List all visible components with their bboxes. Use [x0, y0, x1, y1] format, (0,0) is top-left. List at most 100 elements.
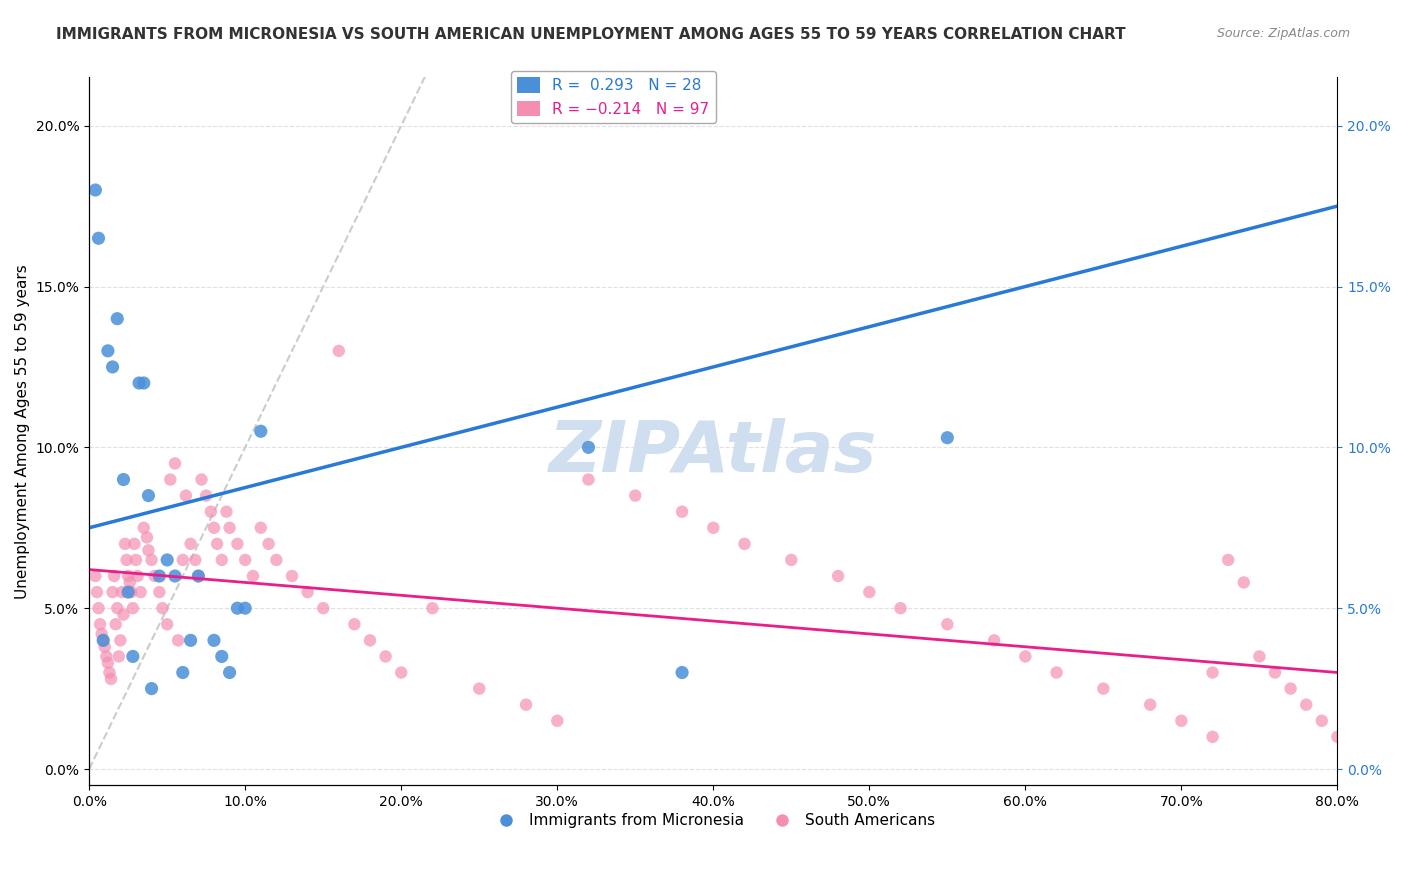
- Point: [233, 601, 256, 615]
- Point: [1045, 665, 1067, 680]
- Point: [359, 633, 381, 648]
- Point: [226, 601, 249, 615]
- Point: [202, 521, 225, 535]
- Point: [936, 431, 959, 445]
- Point: [1326, 730, 1348, 744]
- Point: [218, 665, 240, 680]
- Point: [343, 617, 366, 632]
- Point: [734, 537, 756, 551]
- Text: Source: ZipAtlas.com: Source: ZipAtlas.com: [1216, 27, 1350, 40]
- Point: [281, 569, 304, 583]
- Point: [103, 569, 125, 583]
- Point: [195, 489, 218, 503]
- Point: [1264, 665, 1286, 680]
- Point: [101, 585, 124, 599]
- Point: [578, 441, 600, 455]
- Point: [148, 569, 170, 583]
- Point: [135, 530, 157, 544]
- Point: [1201, 730, 1223, 744]
- Point: [98, 665, 121, 680]
- Point: [143, 569, 166, 583]
- Point: [117, 585, 139, 599]
- Point: [118, 575, 141, 590]
- Point: [184, 553, 207, 567]
- Point: [111, 585, 134, 599]
- Point: [105, 601, 128, 615]
- Point: [624, 489, 647, 503]
- Point: [125, 553, 148, 567]
- Point: [132, 521, 155, 535]
- Point: [205, 537, 228, 551]
- Point: [226, 537, 249, 551]
- Legend: Immigrants from Micronesia, South Americans: Immigrants from Micronesia, South Americ…: [485, 807, 942, 834]
- Point: [211, 553, 233, 567]
- Point: [156, 553, 179, 567]
- Point: [200, 505, 222, 519]
- Point: [389, 665, 412, 680]
- Point: [107, 649, 129, 664]
- Point: [91, 633, 114, 648]
- Point: [312, 601, 335, 615]
- Point: [211, 649, 233, 664]
- Point: [468, 681, 491, 696]
- Point: [163, 569, 186, 583]
- Point: [159, 473, 181, 487]
- Point: [104, 617, 127, 632]
- Point: [172, 553, 194, 567]
- Point: [121, 649, 143, 664]
- Point: [242, 569, 264, 583]
- Point: [112, 607, 135, 622]
- Point: [156, 617, 179, 632]
- Point: [1218, 553, 1240, 567]
- Point: [1310, 714, 1333, 728]
- Point: [117, 569, 139, 583]
- Point: [936, 617, 959, 632]
- Point: [1279, 681, 1302, 696]
- Point: [180, 537, 202, 551]
- Point: [127, 569, 149, 583]
- Point: [202, 633, 225, 648]
- Point: [91, 633, 114, 648]
- Point: [128, 376, 150, 390]
- Point: [138, 489, 160, 503]
- Point: [84, 183, 107, 197]
- Point: [84, 569, 107, 583]
- Point: [105, 311, 128, 326]
- Point: [87, 231, 110, 245]
- Point: [152, 601, 174, 615]
- Point: [889, 601, 911, 615]
- Point: [90, 627, 112, 641]
- Point: [249, 424, 271, 438]
- Point: [671, 665, 693, 680]
- Point: [328, 343, 350, 358]
- Point: [163, 457, 186, 471]
- Point: [167, 633, 190, 648]
- Point: [215, 505, 238, 519]
- Point: [100, 672, 122, 686]
- Point: [115, 553, 138, 567]
- Point: [1014, 649, 1036, 664]
- Point: [374, 649, 396, 664]
- Point: [1295, 698, 1317, 712]
- Point: [141, 553, 163, 567]
- Point: [141, 681, 163, 696]
- Point: [101, 359, 124, 374]
- Point: [187, 569, 209, 583]
- Point: [422, 601, 444, 615]
- Point: [1092, 681, 1115, 696]
- Y-axis label: Unemployment Among Ages 55 to 59 years: Unemployment Among Ages 55 to 59 years: [15, 264, 30, 599]
- Point: [121, 601, 143, 615]
- Point: [780, 553, 803, 567]
- Point: [89, 617, 111, 632]
- Point: [148, 585, 170, 599]
- Point: [114, 537, 136, 551]
- Point: [86, 585, 108, 599]
- Point: [218, 521, 240, 535]
- Point: [190, 473, 212, 487]
- Point: [233, 553, 256, 567]
- Point: [97, 343, 120, 358]
- Point: [132, 376, 155, 390]
- Point: [257, 537, 280, 551]
- Text: IMMIGRANTS FROM MICRONESIA VS SOUTH AMERICAN UNEMPLOYMENT AMONG AGES 55 TO 59 YE: IMMIGRANTS FROM MICRONESIA VS SOUTH AMER…: [56, 27, 1126, 42]
- Point: [1249, 649, 1271, 664]
